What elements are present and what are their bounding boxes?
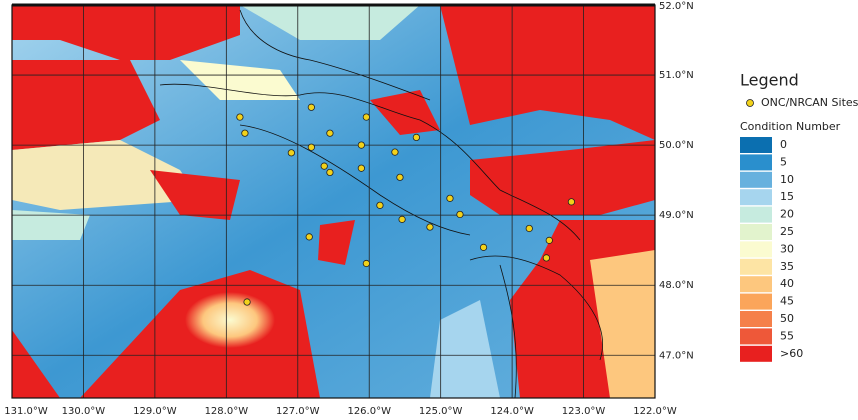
site xyxy=(396,173,404,181)
legend-title: Legend xyxy=(740,71,799,90)
sites xyxy=(236,103,576,306)
legend-class-label: 25 xyxy=(780,225,794,238)
lon-label: 123.0°W xyxy=(562,406,606,417)
lat-label: 51.0°N xyxy=(659,70,694,81)
lon-label: 122.0°W xyxy=(633,406,677,417)
legend-class-label: 15 xyxy=(780,190,794,203)
legend-class-label: >60 xyxy=(780,347,803,360)
site xyxy=(391,148,399,156)
site xyxy=(545,236,553,244)
site xyxy=(357,164,365,172)
legend-class-label: 35 xyxy=(780,260,794,273)
lon-label: 130.0°W xyxy=(62,406,106,417)
site xyxy=(236,113,244,121)
site xyxy=(542,254,551,262)
legend-scale-title: Condition Number xyxy=(740,120,841,133)
site xyxy=(376,201,384,209)
site xyxy=(326,129,334,137)
legend-class-label: 50 xyxy=(780,312,794,325)
lon-label: 129.0°W xyxy=(133,406,177,417)
legend-class-label: 5 xyxy=(780,155,787,168)
site xyxy=(398,215,406,223)
legend-swatch xyxy=(740,154,772,171)
lon-label: 126.0°W xyxy=(347,406,391,417)
site xyxy=(446,194,454,202)
lon-label: 124.0°W xyxy=(490,406,534,417)
legend-class-label: 30 xyxy=(780,242,794,255)
legend-swatch xyxy=(740,293,772,310)
site xyxy=(412,133,420,142)
legend-site-marker xyxy=(746,99,754,107)
site xyxy=(456,210,464,219)
site xyxy=(307,143,315,151)
site xyxy=(567,198,576,206)
site xyxy=(241,129,249,137)
legend-swatch xyxy=(740,258,772,275)
site xyxy=(426,223,434,231)
site xyxy=(362,259,370,268)
site xyxy=(326,168,334,177)
legend: Legend ONC/NRCAN Sites Condition Number … xyxy=(740,71,858,362)
legend-swatch xyxy=(740,206,772,223)
legend-swatch xyxy=(740,311,772,327)
legend-class-label: 55 xyxy=(780,329,794,342)
legend-class-label: 45 xyxy=(780,295,794,308)
legend-class-label: 10 xyxy=(780,173,794,186)
site xyxy=(479,243,488,251)
lon-label: 125.0°W xyxy=(419,406,463,417)
site xyxy=(287,149,295,157)
legend-swatch xyxy=(740,241,772,258)
legend-class-label: 0 xyxy=(780,138,787,151)
site xyxy=(525,224,533,233)
lat-label: 48.0°N xyxy=(659,280,694,291)
site xyxy=(305,233,313,241)
legend-swatch xyxy=(740,224,772,240)
legend-sites-label: ONC/NRCAN Sites xyxy=(761,96,858,109)
legend-class-label: 40 xyxy=(780,277,794,290)
legend-swatch xyxy=(740,345,772,362)
site xyxy=(362,113,370,121)
site xyxy=(243,298,251,306)
legend-swatch xyxy=(740,189,772,206)
legend-swatch xyxy=(740,276,772,293)
lat-label: 50.0°N xyxy=(659,140,694,151)
lat-label: 47.0°N xyxy=(659,350,694,361)
legend-swatch xyxy=(740,137,772,153)
lon-label: 128.0°W xyxy=(205,406,249,417)
lon-label: 131.0°W xyxy=(4,406,48,417)
legend-class-label: 20 xyxy=(780,208,794,221)
legend-swatch xyxy=(740,171,772,188)
legend-swatch xyxy=(740,328,772,345)
axis-labels: 131.0°W 130.0°W 129.0°W 128.0°W 127.0°W 126.0… xyxy=(4,1,694,417)
site xyxy=(320,162,328,170)
heatmap xyxy=(12,5,655,398)
lat-label: 49.0°N xyxy=(659,210,694,221)
site xyxy=(357,141,365,149)
coastline xyxy=(159,9,603,399)
lon-label: 127.0°W xyxy=(276,406,320,417)
lat-label: 52.0°N xyxy=(659,1,694,12)
site xyxy=(307,103,315,111)
